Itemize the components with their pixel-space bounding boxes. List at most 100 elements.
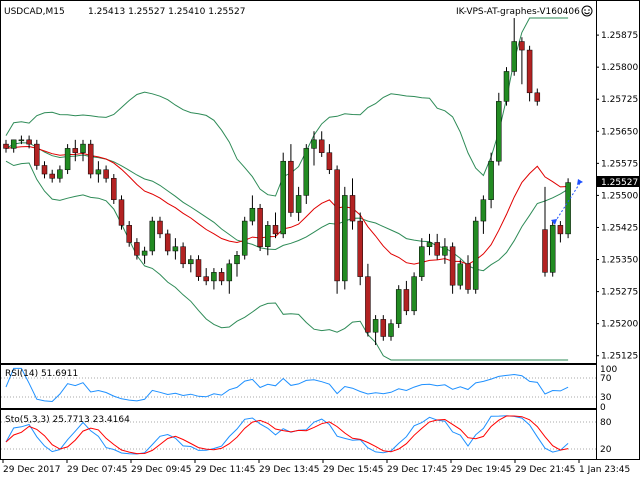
candle-body	[488, 160, 494, 200]
candle-body	[157, 220, 163, 235]
candle-body	[526, 49, 533, 94]
rsi-level-100: 100	[600, 365, 617, 375]
candle-body	[565, 182, 571, 235]
candle-body	[241, 220, 248, 256]
candle-body	[95, 169, 102, 175]
stoch-panel-frame	[0, 409, 597, 460]
candle-body	[503, 71, 510, 102]
candle-body	[34, 143, 40, 166]
candle-body	[496, 101, 502, 162]
candle-body	[326, 152, 333, 171]
time-tick-label: 29 Dec 21:45	[515, 465, 576, 475]
rsi-level-70-label: 70	[600, 374, 612, 384]
candle-body	[118, 199, 125, 226]
candle-body	[349, 195, 356, 222]
candle-body	[249, 207, 256, 222]
price-tick-label: 1.25875	[601, 31, 638, 41]
candle-body	[357, 220, 363, 277]
candle-body	[334, 169, 340, 282]
rsi-line	[5, 367, 569, 403]
candle-body	[295, 195, 302, 213]
time-tick-label: 29 Dec 17:45	[387, 465, 448, 475]
candle-body	[342, 195, 348, 282]
candle-body	[257, 207, 263, 247]
rsi-panel-frame	[0, 364, 597, 409]
candle-body	[365, 276, 371, 333]
rsi-label: RSI(14) 51.6911	[5, 369, 78, 379]
candle-body	[272, 225, 279, 235]
price-tick-label: 1.25200	[601, 320, 638, 330]
time-tick-label: 29 Dec 13:45	[259, 465, 320, 475]
bollinger-lower	[5, 160, 569, 361]
candle-body	[26, 139, 32, 145]
candle-body	[149, 220, 156, 252]
signal-arrows	[551, 179, 583, 225]
price-axis-labels: 1.25875 1.25800 1.25725 1.25650 1.25575 1.255…	[596, 31, 638, 362]
price-tick-label: 1.25125	[601, 352, 638, 362]
price-tick-label: 1.25650	[601, 127, 638, 137]
candle-body	[80, 143, 86, 153]
candles	[3, 18, 571, 346]
rsi-level-30-label: 30	[600, 393, 612, 403]
candle-body	[3, 143, 9, 149]
candle-body	[472, 220, 479, 290]
stoch-main	[5, 415, 569, 455]
candle-body	[519, 41, 525, 51]
smiley-icon	[581, 5, 593, 17]
candle-body	[211, 272, 217, 282]
price-tick-label: 1.25350	[601, 256, 638, 266]
candle-body	[141, 250, 148, 256]
candle-body	[226, 263, 233, 282]
candle-body	[449, 246, 456, 286]
candle-body	[188, 259, 194, 265]
candle-body	[103, 169, 109, 179]
candle-body	[395, 289, 402, 324]
candle-body	[64, 148, 71, 171]
time-tick-label: 1 Jan 23:45	[579, 465, 630, 475]
stoch-label: Sto(5,3,3) 25.7713 23.4164	[5, 415, 130, 425]
stoch-lines	[5, 415, 569, 455]
ohlc-values: 1.25413 1.25527 1.25410 1.25527	[88, 7, 245, 17]
symbol-label: USDCAD,M15	[4, 7, 65, 17]
stoch-signal	[5, 415, 569, 455]
candle-body	[126, 225, 132, 243]
time-tick-label: 29 Dec 2017	[3, 465, 61, 475]
candle-body	[111, 178, 117, 200]
bollinger-upper	[5, 17, 569, 197]
time-tick-label: 29 Dec 07:45	[67, 465, 128, 475]
candle-body	[480, 199, 487, 222]
price-tick-label: 1.25275	[601, 288, 638, 298]
price-tick-label: 1.25725	[601, 95, 638, 105]
time-tick-label: 29 Dec 09:45	[131, 465, 192, 475]
candle-body	[218, 272, 225, 282]
candle-body	[10, 139, 17, 149]
candle-body	[87, 143, 94, 175]
candle-body	[426, 242, 433, 247]
stoch-level-20-label: 20	[600, 445, 612, 455]
main-panel-frame	[0, 0, 597, 364]
candle-body	[465, 263, 471, 290]
candle-body	[164, 233, 171, 252]
current-price-box	[597, 176, 639, 187]
price-tick-label: 1.25800	[601, 63, 638, 73]
rsi-path	[5, 367, 569, 403]
stoch-level-80-label: 80	[600, 418, 612, 428]
price-tick-label: 1.25500	[601, 191, 638, 201]
candle-body	[542, 229, 548, 273]
candle-body	[388, 323, 394, 337]
time-tick-label: 29 Dec 19:45	[451, 465, 512, 475]
indicator-title: IK-VPS-AT-graphes-V160406	[456, 7, 580, 17]
candle-body	[434, 242, 440, 256]
current-price-label: 1.25527	[601, 178, 638, 188]
candle-body	[265, 225, 271, 247]
candle-body	[203, 276, 209, 282]
candle-body	[372, 319, 379, 333]
price-tick-label: 1.25575	[601, 159, 638, 169]
candle-body	[303, 148, 310, 196]
candle-body	[511, 41, 517, 72]
candle-body	[442, 246, 448, 256]
candle-body	[280, 160, 286, 235]
candle-body	[18, 139, 25, 142]
candle-body	[403, 289, 410, 312]
